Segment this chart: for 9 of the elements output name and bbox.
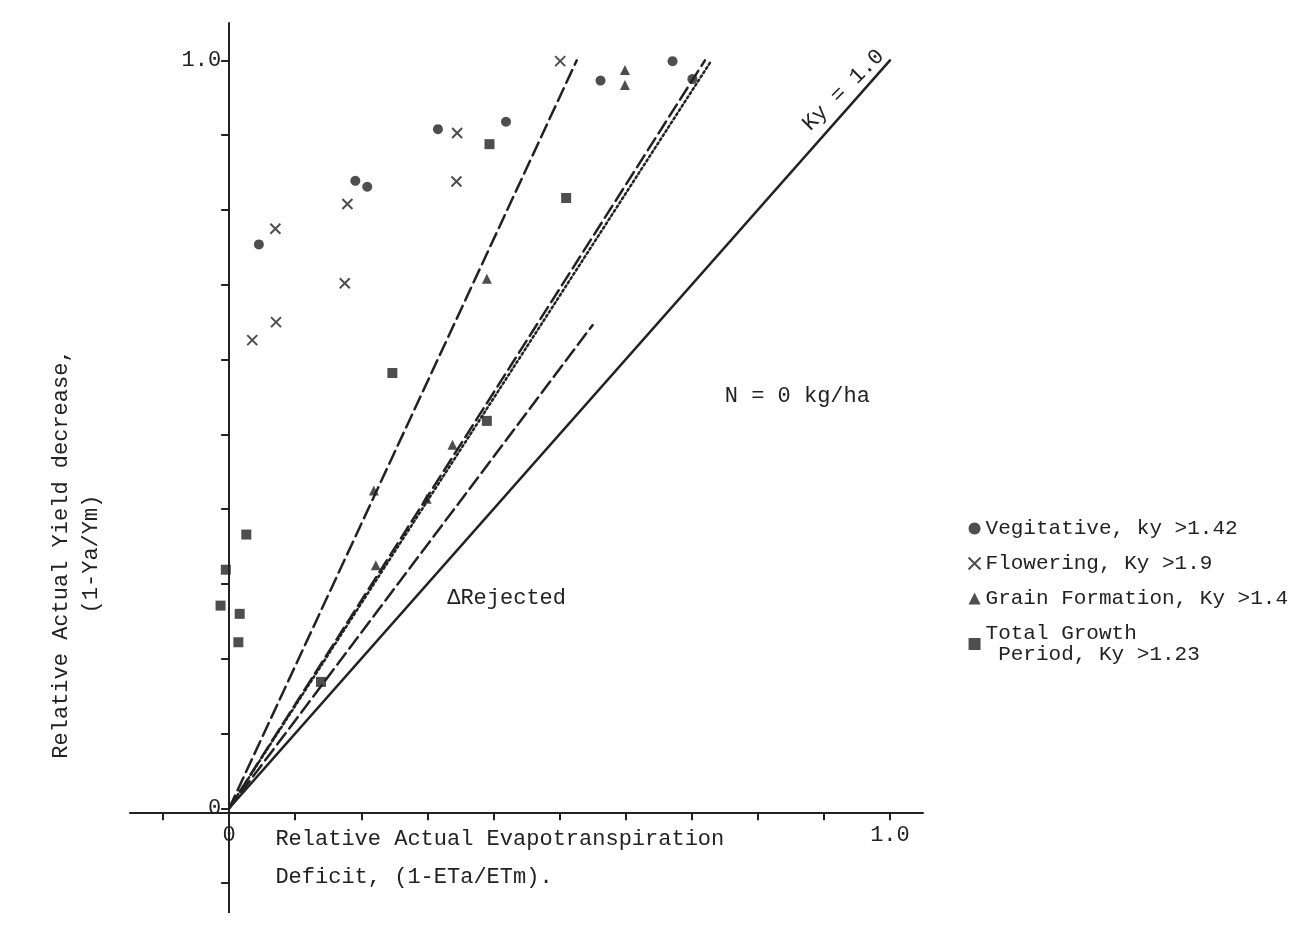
y-axis-title: Relative Actual Yield decrease, (1-Ya/Ym) (48, 349, 104, 759)
legend-label: Total Growth Period, Ky >1.23 (985, 622, 1200, 666)
annotation: ΔRejected (447, 586, 567, 612)
legend-label: Vegitative, ky >1.42 (985, 517, 1238, 540)
annotation: N = 0 kg/ha (724, 384, 870, 410)
legend-label: Flowering, Ky >1.9 (985, 552, 1213, 575)
annotation: Ky = 1.0 (797, 44, 890, 137)
x-axis-title: Relative Actual Evapotranspiration Deficit, (1-ETa/ETm). (275, 826, 725, 890)
legend-label: Grain Formation, Ky >1.4 (985, 587, 1288, 610)
